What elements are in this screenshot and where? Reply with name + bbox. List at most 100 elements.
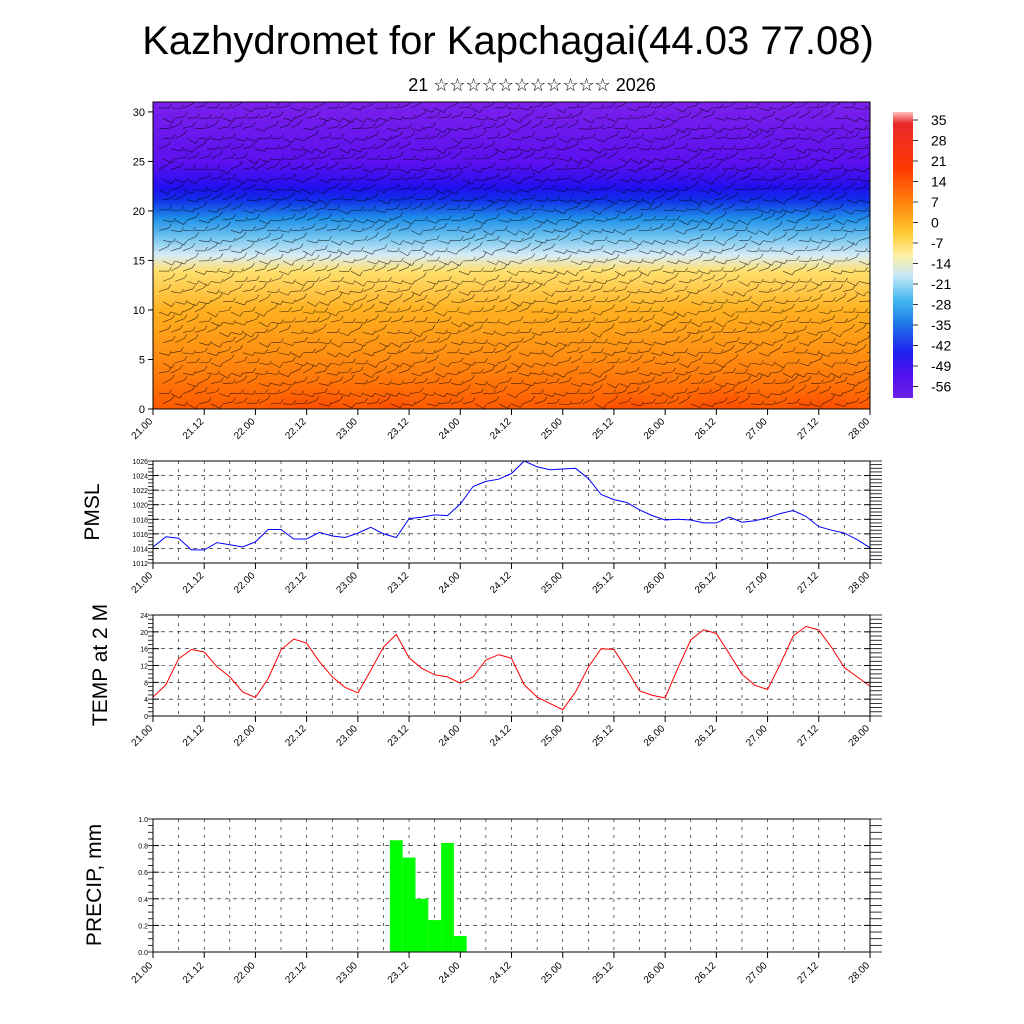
wind-barb-flag bbox=[672, 167, 676, 173]
wind-barb-flag bbox=[292, 400, 296, 405]
wind-barb-flag bbox=[659, 201, 663, 207]
wind-barb bbox=[402, 117, 414, 120]
wind-barb bbox=[206, 311, 216, 318]
wind-barb-flag bbox=[299, 119, 303, 124]
wind-barb bbox=[702, 219, 713, 225]
wind-barb bbox=[386, 267, 397, 272]
wind-barb bbox=[738, 199, 749, 204]
wind-barb bbox=[182, 352, 193, 355]
wind-barb-flag bbox=[312, 105, 316, 110]
wind-barb bbox=[590, 248, 601, 252]
wind-barb bbox=[822, 195, 833, 201]
wind-barb-flag bbox=[372, 168, 376, 173]
wind-barb bbox=[806, 389, 817, 394]
wind-barb-flag bbox=[604, 297, 608, 302]
wind-barb bbox=[438, 116, 449, 119]
wind-barb bbox=[438, 195, 449, 201]
wind-barb-flag bbox=[508, 320, 512, 326]
wind-barb-flag bbox=[599, 210, 603, 215]
wind-barb-flag bbox=[492, 389, 496, 395]
wind-barb bbox=[186, 179, 197, 185]
wind-barb bbox=[326, 164, 337, 170]
wind-barb-flag bbox=[724, 397, 728, 402]
wind-barb bbox=[302, 286, 312, 292]
wind-barb-flag bbox=[832, 191, 836, 197]
wind-barb bbox=[674, 328, 685, 333]
wind-barb-flag bbox=[792, 143, 796, 148]
wind-barb bbox=[714, 277, 725, 282]
wind-barb-flag bbox=[687, 363, 691, 368]
wind-barb-flag bbox=[612, 389, 616, 394]
wind-barb bbox=[338, 104, 349, 109]
wind-barb-flag bbox=[503, 282, 507, 287]
wind-barb bbox=[714, 174, 724, 180]
wind-barb-flag bbox=[172, 217, 176, 223]
wind-barb-flag bbox=[504, 345, 508, 350]
wind-barb-flag bbox=[588, 102, 591, 106]
wind-barb bbox=[770, 225, 780, 231]
wind-barb-flag bbox=[792, 347, 796, 352]
wind-barb bbox=[282, 383, 293, 386]
wind-barb bbox=[578, 309, 589, 313]
wind-barb-flag bbox=[660, 371, 664, 376]
wind-barb-flag bbox=[723, 322, 727, 328]
wind-barb bbox=[762, 199, 773, 202]
wind-barb-flag bbox=[592, 278, 596, 283]
wind-barb-flag bbox=[240, 330, 244, 335]
wind-barb bbox=[462, 378, 473, 384]
wind-barb-flag bbox=[784, 315, 788, 321]
wind-barb-flag bbox=[219, 211, 223, 216]
wind-barb bbox=[606, 319, 617, 323]
wind-barb-flag bbox=[204, 347, 208, 352]
wind-barb bbox=[338, 227, 349, 231]
wind-barb-flag bbox=[756, 389, 760, 394]
wind-barb bbox=[542, 372, 553, 377]
wind-barb-flag bbox=[280, 233, 284, 239]
wind-barb-flag bbox=[304, 178, 308, 183]
wind-barb-flag bbox=[868, 321, 870, 324]
wind-barb bbox=[222, 340, 233, 343]
wind-barb bbox=[590, 189, 601, 191]
wind-barb-flag bbox=[784, 136, 788, 142]
wind-barb bbox=[498, 115, 509, 119]
wind-barb-flag bbox=[376, 335, 380, 340]
wind-barb bbox=[654, 138, 665, 140]
wind-barb-flag bbox=[688, 259, 692, 265]
wind-barb bbox=[666, 400, 677, 405]
wind-barb-flag bbox=[840, 225, 844, 231]
wind-barb-flag bbox=[747, 260, 751, 266]
wind-barb-flag bbox=[827, 128, 831, 133]
wind-barb-flag bbox=[304, 337, 308, 342]
wind-barb-flag bbox=[708, 249, 712, 254]
wind-barb-flag bbox=[216, 223, 220, 229]
wind-barb-flag bbox=[387, 171, 391, 176]
wind-barb bbox=[546, 238, 557, 241]
wind-barb-flag bbox=[339, 343, 343, 348]
wind-barb-flag bbox=[544, 297, 548, 302]
wind-barb bbox=[858, 281, 869, 285]
wind-barb-flag bbox=[564, 287, 568, 292]
wind-barb bbox=[246, 240, 257, 243]
wind-barb-flag bbox=[540, 370, 544, 375]
wind-barb-flag bbox=[719, 190, 723, 195]
wind-barb bbox=[362, 226, 373, 231]
wind-barb-flag bbox=[743, 344, 747, 349]
wind-barb bbox=[546, 157, 557, 160]
colorbar-scale bbox=[893, 112, 913, 398]
wind-barb-flag bbox=[280, 398, 284, 404]
wind-barb-flag bbox=[615, 170, 619, 175]
precip-xtick-label: 27.00 bbox=[744, 960, 770, 986]
wind-barb-flag bbox=[220, 278, 224, 284]
wind-barb bbox=[666, 276, 676, 282]
wind-barb-flag bbox=[195, 301, 199, 307]
wind-barb bbox=[618, 199, 629, 203]
wind-barb-flag bbox=[388, 316, 392, 322]
wind-barb bbox=[626, 291, 637, 294]
wind-barb bbox=[786, 235, 796, 241]
wind-barb bbox=[258, 362, 269, 366]
wind-barb bbox=[422, 309, 433, 313]
wind-barb bbox=[494, 123, 505, 129]
wind-barb-flag bbox=[664, 279, 668, 285]
wind-barb-flag bbox=[676, 215, 680, 221]
wind-barb-flag bbox=[712, 274, 716, 279]
